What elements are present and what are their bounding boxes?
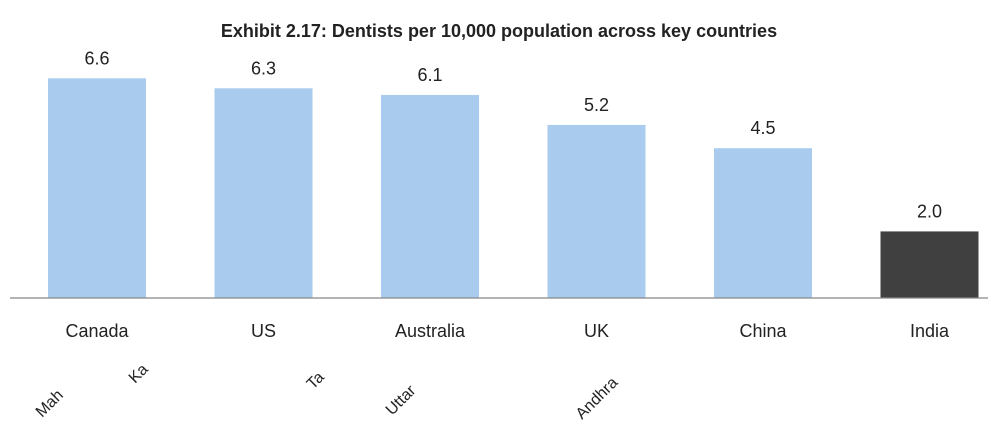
bars-group: 6.6 6.3 6.1 5.2 4.5 2.0 (48, 48, 979, 299)
data-label-australia: 6.1 (417, 65, 442, 85)
bar-australia (381, 94, 479, 298)
category-labels: Canada US Australia UK China India (65, 321, 950, 341)
overlapping-label-fragment: Uttar (383, 382, 420, 419)
category-label-uk: UK (584, 321, 609, 341)
overlapping-label-fragment: Ka (126, 361, 152, 387)
bar-india (880, 231, 979, 298)
bar-china (714, 148, 812, 298)
bar-uk (547, 124, 646, 298)
overlapping-label-fragment: Ta (304, 369, 328, 393)
overlapping-label-fragment: Mah (33, 387, 67, 421)
category-label-us: US (251, 321, 276, 341)
data-label-india: 2.0 (917, 201, 942, 221)
bar-canada (48, 78, 146, 299)
category-label-canada: Canada (65, 321, 129, 341)
category-label-australia: Australia (395, 321, 466, 341)
overlapping-label-fragment: Andhra (573, 374, 622, 423)
data-label-uk: 5.2 (584, 95, 609, 115)
data-label-canada: 6.6 (84, 48, 109, 68)
category-label-india: India (910, 321, 950, 341)
category-label-china: China (739, 321, 787, 341)
bar-us (214, 88, 313, 298)
data-label-us: 6.3 (251, 58, 276, 78)
data-label-china: 4.5 (750, 118, 775, 138)
chart-title: Exhibit 2.17: Dentists per 10,000 popula… (221, 21, 777, 41)
